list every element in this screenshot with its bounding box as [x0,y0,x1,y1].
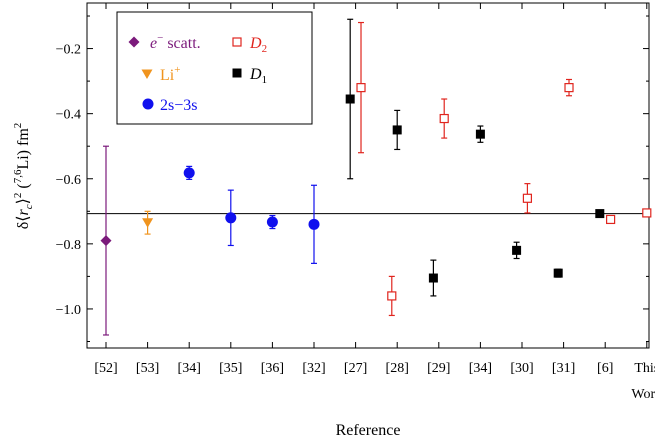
legend-label: D1 [249,66,267,86]
x-tick-label: [32] [302,361,325,376]
y-axis-title: δ⟨rc⟩2 (7,6Li) fm2 [12,123,35,230]
data-point [183,167,195,179]
x-tick-label: [53] [136,361,159,376]
x-tick-label: [36] [261,361,284,376]
x-tick-label: [28] [386,361,409,376]
legend-label: e− scatt. [150,32,201,52]
legend-marker [142,98,154,110]
data-point [606,214,616,225]
legend-label: D2 [249,35,267,55]
plot-frame [86,2,650,349]
data-point [225,212,237,224]
x-tick-label: [27] [344,361,367,376]
data-point [345,94,355,104]
x-tick-label: [34] [469,361,492,376]
x-tick-label: [29] [427,361,450,376]
y-title-sup-76: 7,6 [12,169,24,183]
y-title-sub-c: c [23,204,35,209]
y-tick-label: −0.6 [56,173,81,188]
y-tick-label: −0.2 [56,43,81,58]
legend-marker [141,69,153,79]
x-tick-label: [52] [94,361,117,376]
x-tick-label: This [634,361,655,376]
legend-label: Li+ [160,64,180,84]
y-tick-label: −1.0 [56,303,81,318]
y-title-open: ⟨ [15,215,32,221]
legend: e− scatt. Li+ 2s−3s D2 D1 [116,11,313,125]
legend-marker [232,68,242,78]
data-point [439,113,449,124]
x-tick-label-line2: Work [631,387,655,402]
data-point [475,129,485,139]
y-title-sup-2b: 2 [12,123,24,129]
data-point [642,208,652,218]
x-tick-label: [6] [597,361,613,376]
y-title-close: ⟩ [15,198,32,204]
x-tick-label: [35] [219,361,242,376]
data-point [308,218,320,230]
y-tick-label: −0.8 [56,238,81,253]
data-point [392,125,402,135]
x-axis-title: Reference [336,422,401,439]
y-title-r: r [15,208,32,215]
data-point [428,273,438,283]
y-title-li: Li) fm [15,128,32,170]
x-tick-label: [30] [510,361,533,376]
data-point [595,209,605,219]
x-tick-label: [34] [178,361,201,376]
y-title-paren: ( [15,183,32,192]
y-tick-label: −0.4 [56,108,81,123]
legend-marker [128,36,140,48]
data-point [553,268,563,278]
y-title-delta: δ [15,222,32,230]
x-tick-label: [31] [552,361,575,376]
data-point [356,83,366,93]
data-point [142,218,154,228]
data-point [512,245,522,255]
legend-marker [232,37,242,47]
data-point [564,83,574,93]
data-point [266,216,278,228]
data-point [387,291,397,301]
y-title-sup-2: 2 [12,193,24,199]
data-point [100,235,112,247]
data-point [522,193,533,203]
legend-label: 2s−3s [160,97,197,114]
